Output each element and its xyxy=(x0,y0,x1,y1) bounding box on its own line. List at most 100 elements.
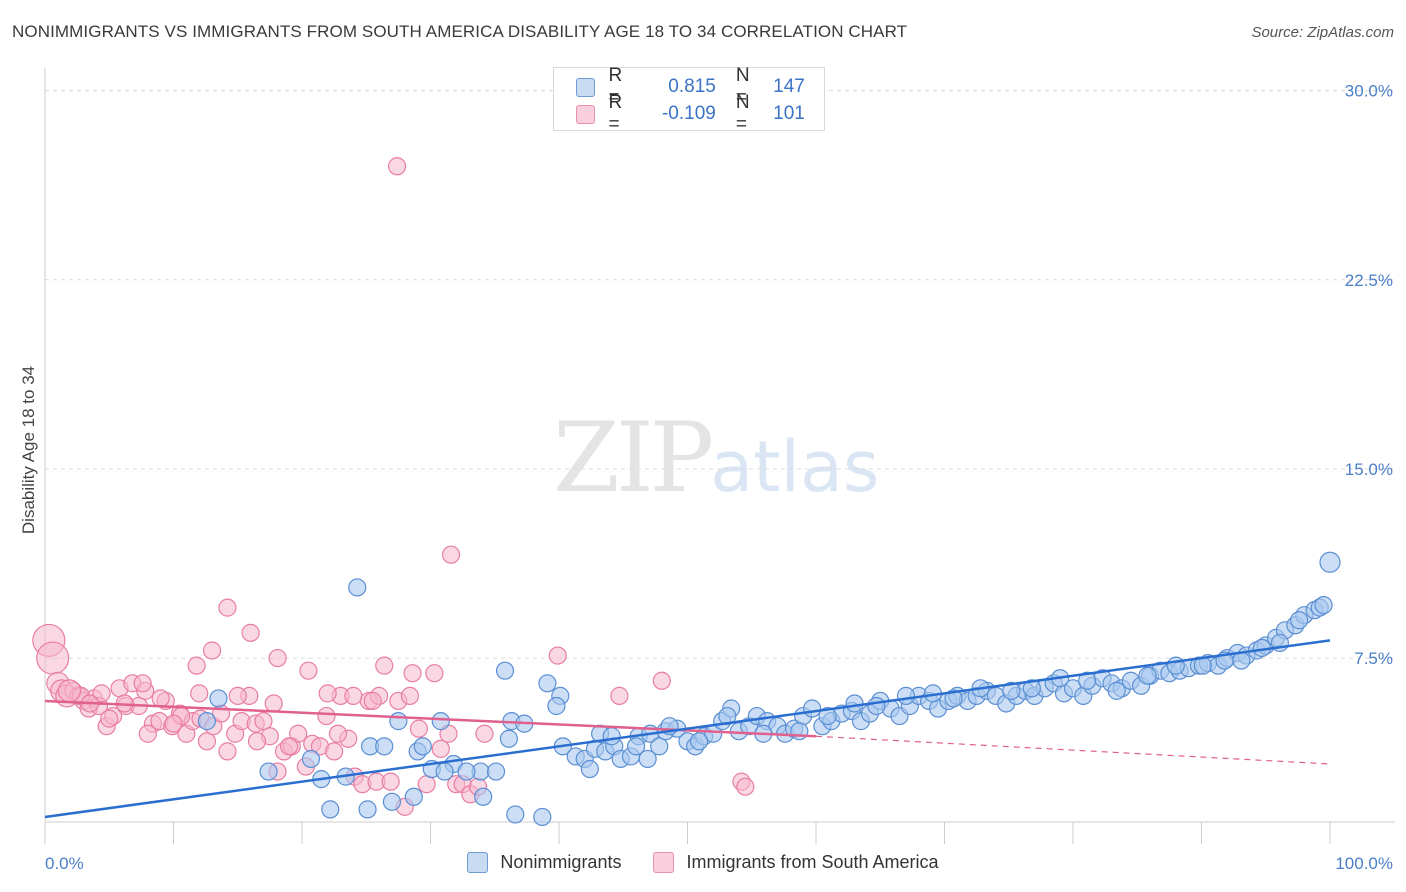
nonimmigrants-point xyxy=(435,762,454,781)
immigrants-point xyxy=(247,732,267,751)
nonimmigrants-point xyxy=(718,706,737,726)
nonimmigrants-point xyxy=(803,699,822,718)
gridlines xyxy=(45,90,1395,659)
immigrants-point xyxy=(151,689,170,708)
immigrants-point xyxy=(228,686,247,705)
nonimmigrants-point xyxy=(259,762,278,781)
nonimmigrants-point xyxy=(650,737,669,756)
nonimmigrants-point xyxy=(1290,611,1309,630)
nonimmigrants-points xyxy=(197,551,1341,827)
immigrants-point xyxy=(57,679,82,703)
immigrants-point xyxy=(317,706,336,726)
legend-n-value: 147 xyxy=(773,76,805,97)
immigrants-point xyxy=(280,737,299,756)
immigrants-point xyxy=(400,686,420,705)
immigrants-point xyxy=(431,739,450,758)
nonimmigrants-point xyxy=(506,805,525,824)
immigrants-point xyxy=(164,714,183,733)
nonimmigrants-point xyxy=(944,689,963,708)
nonimmigrants-point xyxy=(301,749,321,769)
nonimmigrants-point xyxy=(348,578,367,597)
nonimmigrants-point xyxy=(602,727,621,746)
nonimmigrants-point xyxy=(547,696,566,716)
nonimmigrants-point xyxy=(209,689,228,708)
nonimmigrants-point xyxy=(1138,666,1157,685)
nonimmigrants-point xyxy=(431,712,450,731)
immigrants-trend-extension xyxy=(815,735,1331,765)
watermark-zip: ZIP xyxy=(553,402,714,514)
nonimmigrants-point xyxy=(413,737,432,756)
immigrants-point xyxy=(363,691,382,711)
nonimmigrants-point xyxy=(689,732,709,751)
immigrants-point xyxy=(403,664,422,683)
nonimmigrants-point xyxy=(358,800,377,819)
nonimmigrants-point xyxy=(638,749,657,769)
immigrants-point xyxy=(375,656,394,675)
immigrants-point xyxy=(610,686,629,705)
immigrants-point xyxy=(387,157,407,176)
immigrants-point xyxy=(318,684,337,703)
source-credit: Source: ZipAtlas.com xyxy=(1251,24,1394,41)
nonimmigrants-point xyxy=(499,729,518,748)
nonimmigrants-point xyxy=(1002,681,1021,700)
legend-swatch-pink xyxy=(576,104,595,124)
immigrants-point xyxy=(409,719,429,738)
zipatlas-watermark: ZIPatlas xyxy=(553,402,879,514)
immigrants-point xyxy=(344,686,363,705)
nonimmigrants-point xyxy=(896,686,916,705)
legend-r-label: R = xyxy=(608,65,623,108)
axes xyxy=(44,68,1395,844)
immigrants-point xyxy=(328,724,348,743)
legend-swatch-blue xyxy=(576,77,595,97)
immigrants-point xyxy=(190,684,209,703)
immigrants-point xyxy=(441,545,461,564)
immigrants-point xyxy=(289,724,308,743)
nonimmigrants-point xyxy=(382,792,402,811)
correlation-legend: R = 0.815 N = 147 R = -0.109 N = 101 xyxy=(553,65,825,135)
nonimmigrants-point xyxy=(375,737,394,756)
nonimmigrants-point xyxy=(1107,681,1126,700)
nonimmigrants-point xyxy=(321,800,340,819)
immigrants-point xyxy=(475,724,494,743)
nonimmigrants-point xyxy=(580,759,599,779)
legend-label-nonimmigrants: Nonimmigrants xyxy=(500,852,622,872)
nonimmigrants-point xyxy=(538,674,557,693)
immigrants-point xyxy=(218,598,237,617)
axis-labels: 7.5% 15.0% 22.5% 30.0% 0.0% 100.0% Disability … xyxy=(19,82,1393,873)
immigrants-point xyxy=(268,648,287,668)
nonimmigrants-point xyxy=(486,762,506,781)
nonimmigrants-point xyxy=(1078,671,1097,690)
immigrants-point xyxy=(138,724,157,743)
immigrants-point xyxy=(325,742,344,761)
y-tick-label: 30.0% xyxy=(1345,82,1393,101)
legend-n-label: N = xyxy=(735,65,750,108)
immigrants-point xyxy=(736,777,755,796)
nonimmigrants-point xyxy=(790,722,809,741)
legend-row-nonimmigrants: R = 0.815 N = 147 xyxy=(576,65,824,108)
immigrants-point xyxy=(218,742,237,761)
nonimmigrants-point xyxy=(533,807,552,827)
legend-row-immigrants: R = -0.109 N = 101 xyxy=(576,92,824,135)
immigrants-point xyxy=(425,664,444,683)
legend-item-immigrants[interactable]: Immigrants from South America xyxy=(653,852,939,873)
nonimmigrants-point xyxy=(1022,679,1041,698)
legend-item-nonimmigrants[interactable]: Nonimmigrants xyxy=(467,852,621,873)
immigrants-point xyxy=(264,694,283,713)
nonimmigrants-point xyxy=(404,787,423,806)
legend-n-value: 101 xyxy=(773,103,805,124)
immigrants-point xyxy=(241,623,260,642)
x-tick-label-max: 100.0% xyxy=(1335,854,1393,873)
trend-lines xyxy=(44,639,1331,819)
x-tick-label-min: 0.0% xyxy=(45,854,84,873)
immigrants-point xyxy=(381,772,400,791)
y-axis-label: Disability Age 18 to 34 xyxy=(19,366,38,534)
nonimmigrants-point xyxy=(389,712,408,731)
nonimmigrants-point xyxy=(818,706,837,726)
immigrants-point xyxy=(652,671,671,690)
legend-r-value: 0.815 xyxy=(668,76,716,97)
nonimmigrants-point xyxy=(1314,596,1333,615)
immigrants-point xyxy=(187,656,206,675)
immigrants-point xyxy=(299,661,318,680)
immigrants-point xyxy=(254,712,273,731)
